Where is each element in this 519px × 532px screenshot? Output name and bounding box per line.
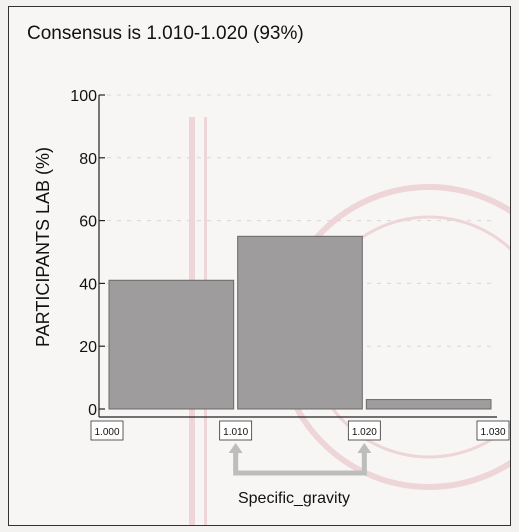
x-axis-label: Specific_gravity [238, 490, 350, 507]
x-tick-box [476, 420, 510, 441]
x-tick-label: 1.030 [480, 427, 505, 438]
x-tick-label: 1.020 [352, 427, 377, 438]
x-tick-box [219, 420, 253, 441]
y-axis-label: PARTICIPANTS LAB (%) [33, 147, 53, 347]
bar-2 [237, 235, 363, 410]
x-tick-label: 1.010 [223, 427, 248, 438]
y-tick-label: 40 [79, 276, 97, 293]
x-tick-label: 1.000 [94, 427, 119, 438]
chart: Consensus is 1.010-1.020 (93%) 0 20 40 60 80… [27, 23, 510, 525]
y-tick-label: 60 [79, 214, 97, 231]
x-tick-box [347, 420, 381, 441]
axes [98, 95, 497, 418]
chart-title: Consensus is 1.010-1.020 (93%) [27, 23, 304, 44]
y-tick-label: 80 [79, 151, 97, 168]
bar-3 [365, 399, 492, 410]
consensus-arrowhead [357, 443, 372, 453]
y-tick-label: 100 [70, 88, 97, 105]
y-ticks: 0 20 40 60 80 100 [70, 88, 105, 419]
bar-1 [108, 279, 235, 410]
x-ticks: 1.000 1.010 1.020 1.030 [90, 420, 510, 441]
consensus-arrowhead [228, 443, 243, 453]
x-tick-box [90, 420, 124, 441]
consensus-bracket-line [233, 451, 367, 476]
consensus-bracket [228, 443, 372, 476]
chart-frame: Consensus is 1.010-1.020 (93%) 0 20 40 60 80… [8, 6, 511, 526]
y-tick-label: 0 [88, 402, 97, 419]
bars [108, 235, 492, 410]
y-tick-label: 20 [79, 339, 97, 356]
